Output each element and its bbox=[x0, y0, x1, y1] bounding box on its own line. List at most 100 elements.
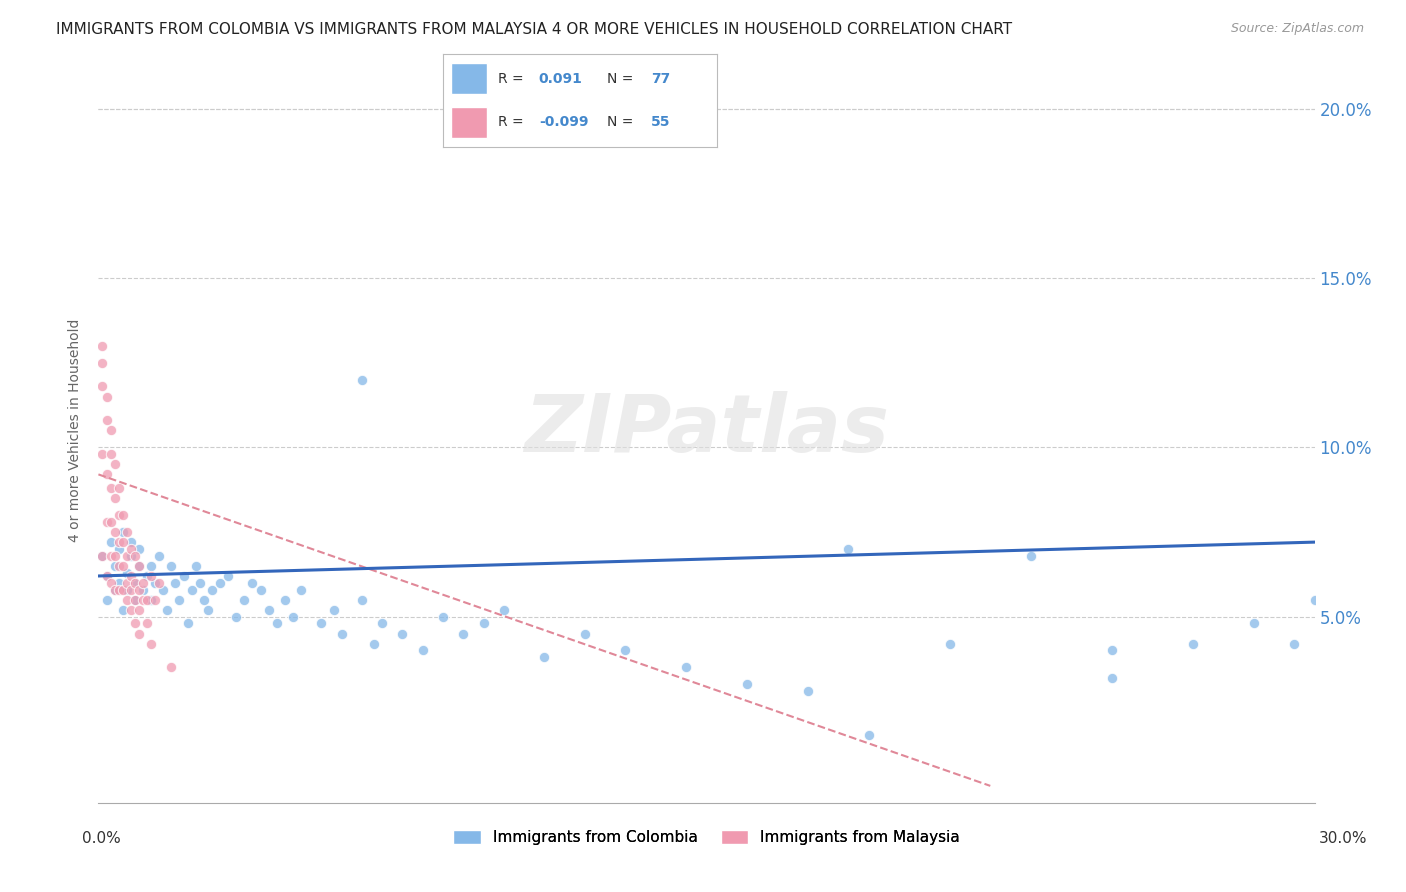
Point bbox=[96, 413, 118, 427]
Text: N =: N = bbox=[607, 115, 638, 128]
Point bbox=[675, 660, 697, 674]
Point bbox=[111, 558, 134, 573]
Point bbox=[115, 566, 138, 580]
Point bbox=[96, 515, 118, 529]
Point bbox=[100, 423, 122, 437]
Point bbox=[107, 575, 129, 590]
Point bbox=[209, 575, 232, 590]
Point bbox=[111, 508, 134, 522]
Point bbox=[128, 541, 150, 556]
Point bbox=[115, 575, 138, 590]
Point bbox=[132, 582, 155, 597]
Point bbox=[412, 643, 434, 657]
Point bbox=[225, 609, 247, 624]
Point bbox=[111, 524, 134, 539]
Point bbox=[136, 616, 159, 631]
Point bbox=[165, 575, 187, 590]
Point bbox=[453, 626, 475, 640]
Point bbox=[107, 582, 129, 597]
Point bbox=[188, 575, 211, 590]
Point bbox=[91, 339, 114, 353]
Y-axis label: 4 or more Vehicles in Household: 4 or more Vehicles in Household bbox=[67, 318, 82, 542]
Point bbox=[91, 549, 114, 563]
Point bbox=[128, 626, 150, 640]
Point bbox=[128, 558, 150, 573]
Point bbox=[156, 603, 179, 617]
Point bbox=[1101, 643, 1123, 657]
Point bbox=[96, 390, 118, 404]
Point bbox=[184, 558, 207, 573]
Point bbox=[104, 582, 127, 597]
Point bbox=[104, 491, 127, 505]
Point bbox=[91, 549, 114, 563]
Point bbox=[104, 457, 127, 471]
Point bbox=[91, 356, 114, 370]
Point bbox=[100, 481, 122, 495]
Text: N =: N = bbox=[607, 72, 638, 86]
Point bbox=[115, 549, 138, 563]
Point bbox=[111, 535, 134, 549]
Point bbox=[128, 603, 150, 617]
Point bbox=[120, 541, 142, 556]
Point bbox=[139, 569, 162, 583]
Text: 30.0%: 30.0% bbox=[1319, 831, 1367, 846]
Point bbox=[492, 603, 515, 617]
Point bbox=[124, 616, 146, 631]
Point bbox=[290, 582, 312, 597]
Point bbox=[107, 558, 129, 573]
Point bbox=[139, 592, 162, 607]
Point bbox=[180, 582, 202, 597]
Point bbox=[274, 592, 297, 607]
Point bbox=[311, 616, 333, 631]
Point bbox=[96, 592, 118, 607]
Text: Source: ZipAtlas.com: Source: ZipAtlas.com bbox=[1230, 22, 1364, 36]
Point bbox=[533, 650, 555, 665]
Point bbox=[91, 447, 114, 461]
Point bbox=[281, 609, 304, 624]
Point bbox=[115, 524, 138, 539]
Legend: Immigrants from Colombia, Immigrants from Malaysia: Immigrants from Colombia, Immigrants fro… bbox=[447, 823, 966, 851]
Point bbox=[939, 637, 962, 651]
Point bbox=[1019, 549, 1042, 563]
Point bbox=[132, 575, 155, 590]
Text: -0.099: -0.099 bbox=[538, 115, 588, 128]
Point bbox=[91, 379, 114, 393]
Point bbox=[128, 582, 150, 597]
Point bbox=[139, 637, 162, 651]
Point bbox=[124, 575, 146, 590]
Point bbox=[115, 582, 138, 597]
Point bbox=[96, 569, 118, 583]
Point bbox=[266, 616, 288, 631]
Point bbox=[128, 558, 150, 573]
Point bbox=[1243, 616, 1265, 631]
Text: 55: 55 bbox=[651, 115, 671, 128]
Point bbox=[371, 616, 394, 631]
Text: 77: 77 bbox=[651, 72, 671, 86]
Point bbox=[1182, 637, 1205, 651]
Point bbox=[120, 582, 142, 597]
Point bbox=[132, 592, 155, 607]
Point bbox=[96, 569, 118, 583]
Point bbox=[124, 575, 146, 590]
Point bbox=[124, 549, 146, 563]
Point bbox=[322, 603, 344, 617]
Point bbox=[104, 558, 127, 573]
Point bbox=[96, 467, 118, 482]
Point bbox=[173, 569, 195, 583]
Point bbox=[1303, 592, 1326, 607]
Point bbox=[160, 660, 183, 674]
Point bbox=[193, 592, 215, 607]
Point bbox=[120, 569, 142, 583]
Point bbox=[1284, 637, 1306, 651]
Point bbox=[1101, 671, 1123, 685]
Point bbox=[242, 575, 264, 590]
Point bbox=[143, 592, 166, 607]
Point bbox=[350, 373, 373, 387]
Text: 0.091: 0.091 bbox=[538, 72, 582, 86]
Text: R =: R = bbox=[498, 72, 527, 86]
Point bbox=[143, 575, 166, 590]
Point bbox=[249, 582, 271, 597]
Point bbox=[139, 558, 162, 573]
Point bbox=[472, 616, 495, 631]
Point bbox=[201, 582, 224, 597]
